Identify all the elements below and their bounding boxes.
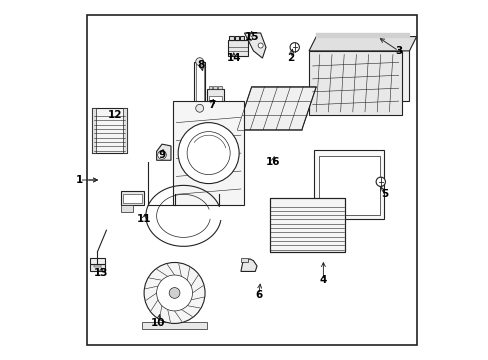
Circle shape — [195, 104, 203, 112]
Text: 11: 11 — [137, 215, 151, 224]
Circle shape — [178, 123, 239, 184]
Text: 14: 14 — [226, 53, 241, 63]
Polygon shape — [316, 37, 408, 101]
Circle shape — [156, 275, 192, 311]
Bar — [92, 108, 96, 153]
Bar — [229, 36, 233, 40]
Text: 10: 10 — [151, 319, 165, 328]
Text: 8: 8 — [198, 60, 204, 70]
Polygon shape — [237, 87, 316, 130]
Circle shape — [158, 150, 166, 159]
Bar — [92, 108, 126, 153]
Polygon shape — [308, 51, 402, 116]
Circle shape — [187, 132, 230, 175]
Text: 7: 7 — [208, 100, 216, 110]
Text: 3: 3 — [394, 46, 402, 56]
Bar — [240, 36, 244, 40]
Circle shape — [195, 58, 203, 66]
Text: 13: 13 — [94, 268, 108, 278]
Bar — [269, 198, 344, 252]
Bar — [121, 205, 133, 212]
Circle shape — [247, 36, 252, 41]
Bar — [218, 86, 221, 89]
Text: 15: 15 — [244, 32, 258, 41]
Bar — [269, 198, 344, 252]
Text: 12: 12 — [108, 111, 122, 121]
Bar — [89, 264, 105, 271]
Text: 9: 9 — [158, 150, 165, 160]
Bar — [195, 63, 203, 110]
Bar — [194, 62, 204, 112]
Text: 16: 16 — [265, 157, 280, 167]
Polygon shape — [94, 265, 101, 267]
Bar — [206, 89, 224, 108]
Bar — [228, 40, 247, 56]
Bar — [208, 86, 212, 89]
Polygon shape — [172, 101, 244, 205]
Text: 4: 4 — [319, 275, 326, 285]
Text: 2: 2 — [287, 53, 294, 63]
Circle shape — [169, 288, 180, 298]
Bar — [213, 86, 217, 89]
Circle shape — [258, 43, 263, 48]
Polygon shape — [241, 258, 247, 262]
Text: 6: 6 — [255, 290, 262, 300]
Circle shape — [144, 262, 204, 323]
Bar — [142, 322, 206, 329]
Polygon shape — [241, 259, 257, 271]
Bar — [122, 108, 126, 153]
Polygon shape — [156, 144, 171, 160]
Bar — [208, 96, 222, 107]
Bar — [234, 36, 239, 40]
Bar — [314, 149, 384, 220]
Circle shape — [289, 42, 299, 52]
Polygon shape — [308, 37, 416, 51]
Bar — [122, 194, 142, 203]
Polygon shape — [244, 33, 265, 58]
Circle shape — [375, 177, 385, 186]
Bar — [121, 191, 144, 205]
Bar — [89, 258, 105, 264]
Text: 5: 5 — [380, 189, 387, 199]
Text: 1: 1 — [76, 175, 83, 185]
Bar — [319, 156, 379, 215]
